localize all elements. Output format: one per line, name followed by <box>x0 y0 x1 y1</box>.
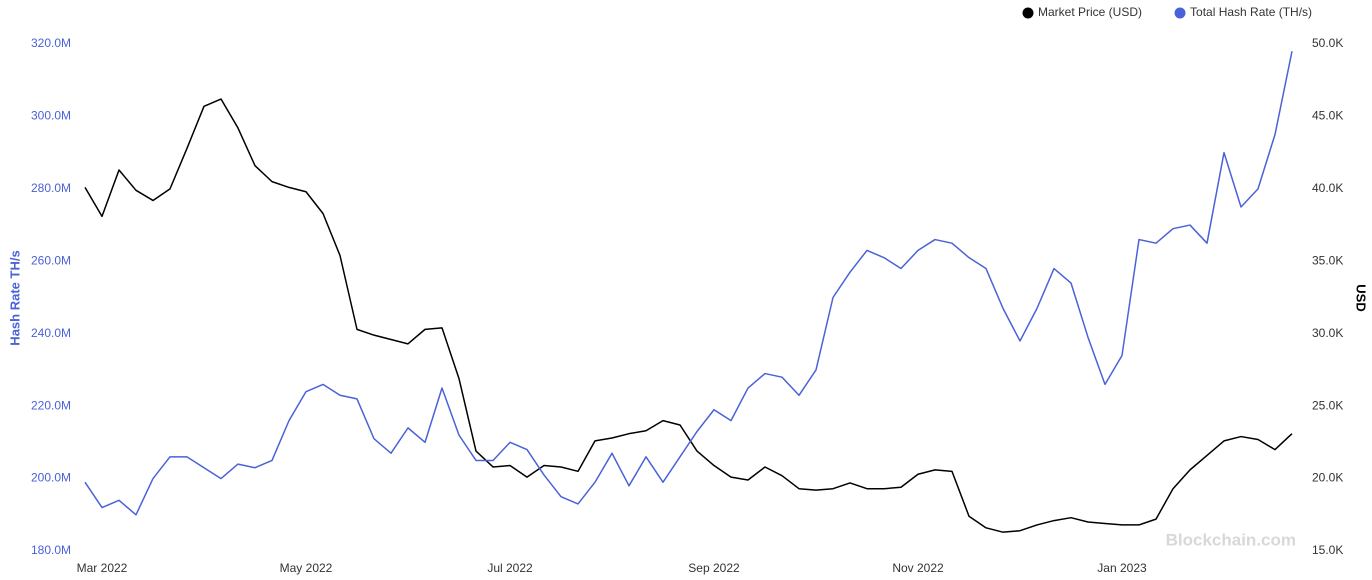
y-axis-title: Hash Rate TH/s <box>7 250 22 345</box>
y2-tick-label: 20.0K <box>1312 471 1343 485</box>
x-tick-label: Sep 2022 <box>688 561 740 575</box>
y-tick-label: 180.0M <box>31 543 71 557</box>
legend-label: Market Price (USD) <box>1038 5 1142 19</box>
y2-tick-label: 50.0K <box>1312 36 1343 50</box>
y-tick-label: 280.0M <box>31 181 71 195</box>
y2-tick-label: 25.0K <box>1312 398 1343 412</box>
y2-axis-title: USD <box>1354 284 1369 311</box>
legend-marker <box>1022 7 1034 19</box>
y2-tick-label: 40.0K <box>1312 181 1343 195</box>
y2-tick-label: 30.0K <box>1312 326 1343 340</box>
watermark: Blockchain.com <box>1166 530 1296 549</box>
x-tick-label: Nov 2022 <box>892 561 944 575</box>
y2-tick-label: 35.0K <box>1312 253 1343 267</box>
series-line <box>84 51 1293 516</box>
series-line <box>84 98 1293 533</box>
x-tick-label: Jan 2023 <box>1097 561 1147 575</box>
x-tick-label: Mar 2022 <box>77 561 128 575</box>
y-tick-label: 220.0M <box>31 398 71 412</box>
y-tick-label: 200.0M <box>31 471 71 485</box>
x-tick-label: Jul 2022 <box>487 561 533 575</box>
y-tick-label: 260.0M <box>31 253 71 267</box>
y2-tick-label: 45.0K <box>1312 109 1343 123</box>
y-tick-label: 320.0M <box>31 36 71 50</box>
y-tick-label: 240.0M <box>31 326 71 340</box>
legend-marker <box>1174 7 1186 19</box>
x-tick-label: May 2022 <box>280 561 333 575</box>
y-tick-label: 300.0M <box>31 109 71 123</box>
legend-label: Total Hash Rate (TH/s) <box>1190 5 1312 19</box>
y2-tick-label: 15.0K <box>1312 543 1343 557</box>
